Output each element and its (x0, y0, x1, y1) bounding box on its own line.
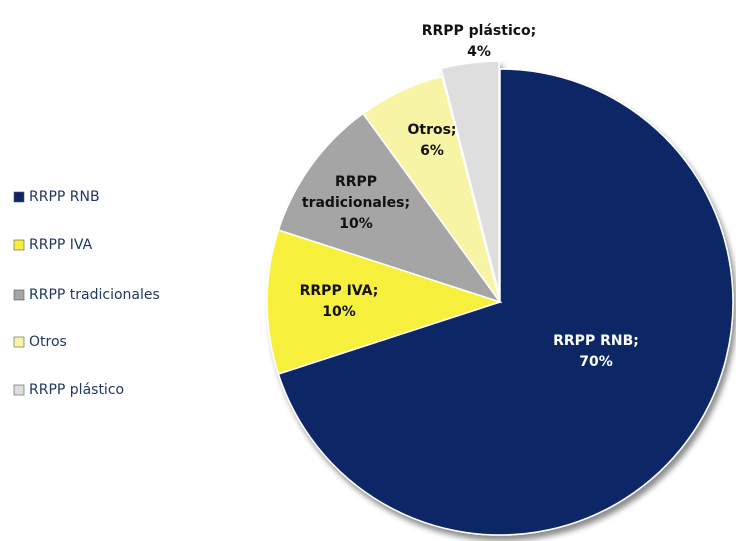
data-label-name: RRPP plástico; (422, 23, 537, 39)
data-label-name: RRPP (335, 174, 377, 190)
legend-label: RRPP IVA (29, 237, 93, 253)
legend-label: RRPP plástico (29, 382, 124, 398)
pie-slice (277, 68, 734, 536)
data-label-name: RRPP RNB; (553, 333, 639, 349)
data-label: 10% (322, 304, 356, 320)
data-label: 4% (467, 44, 491, 60)
pie-slice (277, 112, 502, 304)
legend-swatch (13, 384, 25, 396)
legend-swatch (13, 191, 25, 203)
data-label-name: Otros; (407, 122, 456, 138)
legend-label: RRPP tradicionales (29, 287, 160, 303)
legend-label: Otros (29, 334, 67, 350)
data-label-name: RRPP IVA; (300, 283, 379, 299)
data-label-name: tradicionales; (302, 195, 410, 211)
pie (266, 60, 734, 536)
pie-slice (440, 60, 500, 295)
data-label: 70% (579, 354, 613, 370)
pie-slice (361, 75, 501, 303)
legend-swatch (13, 289, 25, 301)
data-label: 6% (420, 143, 444, 159)
data-label: 10% (339, 216, 373, 232)
legend-swatch (13, 336, 25, 348)
legend-label: RRPP RNB (29, 189, 100, 205)
pie-slice (266, 229, 503, 375)
legend-swatch (13, 239, 25, 251)
